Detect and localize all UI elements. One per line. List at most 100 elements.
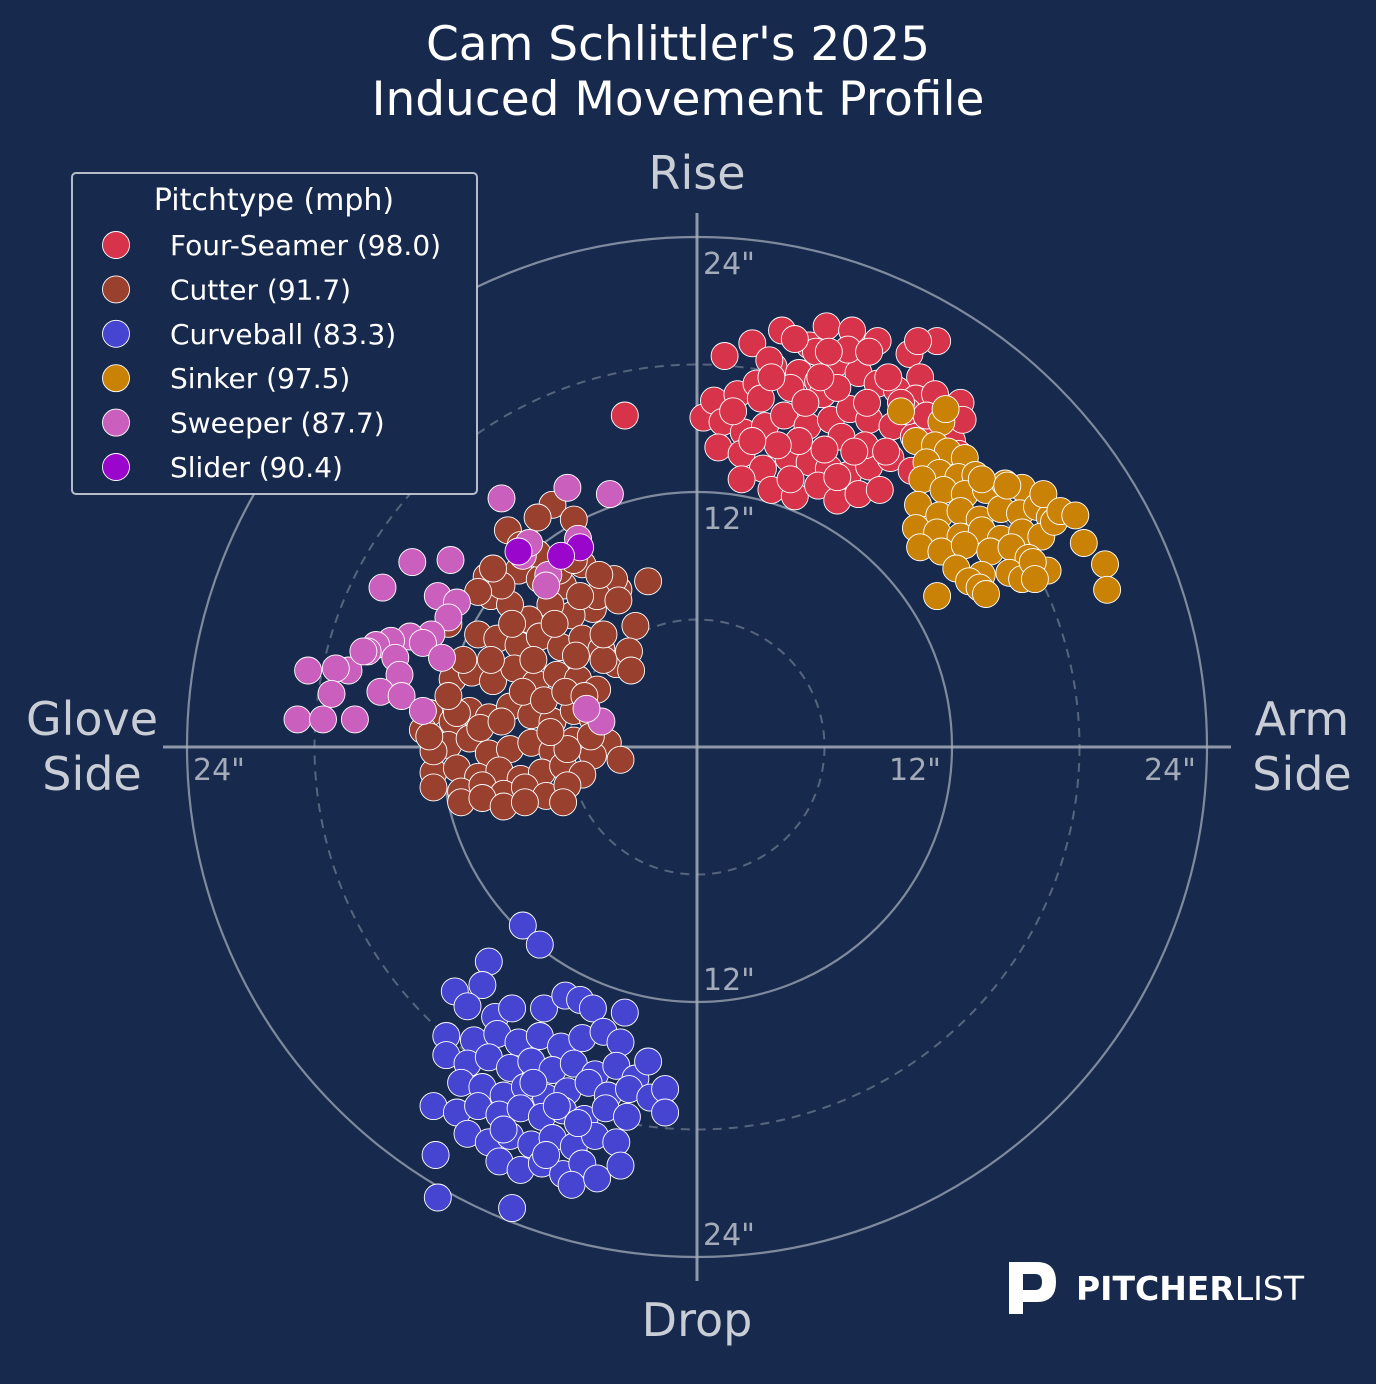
point-four-seamer-4 <box>812 312 841 341</box>
point-four-seamer-88 <box>806 363 835 392</box>
polar-grid <box>163 213 1231 1281</box>
legend-items: Four-Seamer (98.0) Cutter (91.7) Curveball… <box>102 229 441 484</box>
point-cutter-83 <box>476 645 505 674</box>
point-sweeper-28 <box>387 682 416 710</box>
point-four-seamer-60 <box>872 437 901 466</box>
ring-label-left-outer: 24" <box>193 753 245 788</box>
series-slider <box>504 533 595 570</box>
point-sinker-48 <box>1093 575 1122 604</box>
point-four-seamer-79 <box>610 401 639 430</box>
logo-text: PITCHERLIST <box>1076 1269 1305 1308</box>
pitcherlist-logo: PITCHERLIST <box>1009 1262 1305 1314</box>
point-four-seamer-82 <box>757 363 786 392</box>
point-cutter-87 <box>561 641 590 670</box>
ring-label-bottom-inner: 12" <box>703 963 755 998</box>
point-cutter-72 <box>510 788 539 817</box>
point-cutter-104 <box>415 722 444 751</box>
point-cutter-98 <box>634 567 663 596</box>
point-sinker-56 <box>967 465 996 494</box>
point-sweeper-4 <box>436 546 465 574</box>
point-cutter-1 <box>523 503 552 532</box>
point-sinker-34 <box>950 531 979 560</box>
label-drop: Drop <box>642 1293 753 1347</box>
point-sweeper-16 <box>428 643 456 672</box>
point-sinker-49 <box>923 582 952 611</box>
point-curveball-2 <box>474 947 503 976</box>
point-four-seamer-1 <box>738 329 767 358</box>
point-sweeper-25 <box>283 705 312 734</box>
point-cutter-73 <box>549 788 578 817</box>
ring-label-top-outer: 24" <box>703 247 755 282</box>
point-sweeper-6 <box>368 573 397 602</box>
point-four-seamer-86 <box>840 437 869 466</box>
legend-title: Pitchtype (mph) <box>154 183 394 218</box>
point-cutter-100 <box>479 554 507 583</box>
point-slider-0 <box>504 537 533 566</box>
point-curveball-69 <box>423 1183 452 1212</box>
ring-label-right-outer: 24" <box>1144 753 1196 788</box>
point-curveball-68 <box>421 1141 450 1169</box>
series-sinker <box>887 395 1122 611</box>
point-curveball-70 <box>498 1194 527 1223</box>
point-curveball-5 <box>453 992 482 1021</box>
label-arm-side-line1: Arm <box>1255 692 1349 746</box>
label-glove-side-line1: Glove <box>26 692 158 746</box>
point-sinker-0 <box>887 397 915 426</box>
legend-label-sinker: Sinker (97.5) <box>170 362 350 395</box>
point-sinker-47 <box>1091 550 1119 579</box>
point-cutter-106 <box>553 735 582 764</box>
point-curveball-8 <box>530 994 558 1023</box>
point-four-seamer-54 <box>865 475 894 504</box>
point-sweeper-22 <box>317 679 346 708</box>
point-four-seamer-48 <box>727 465 756 494</box>
pitcherlist-p-icon <box>1009 1262 1056 1314</box>
point-four-seamer-83 <box>853 388 881 417</box>
ring-label-top-inner: 12" <box>703 502 755 537</box>
point-four-seamer-0 <box>710 342 739 370</box>
point-sinker-52 <box>972 580 1000 608</box>
point-four-seamer-71 <box>738 427 767 455</box>
point-curveball-72 <box>583 1164 612 1193</box>
point-curveball-73 <box>606 1151 635 1180</box>
point-sweeper-21 <box>321 654 350 683</box>
point-curveball-0 <box>508 911 537 940</box>
chart-title-line2: Induced Movement Profile <box>372 72 985 127</box>
point-four-seamer-85 <box>823 463 852 492</box>
legend-marker-sweeper <box>102 408 130 437</box>
point-cutter-109 <box>589 620 618 649</box>
point-cutter-91 <box>585 560 614 589</box>
point-four-seamer-89 <box>814 337 843 366</box>
point-sweeper-9 <box>434 603 463 632</box>
point-curveball-43 <box>651 1075 680 1104</box>
point-four-seamer-36 <box>704 433 733 462</box>
legend-marker-slider <box>102 453 130 481</box>
point-sweeper-0 <box>487 484 516 513</box>
point-cutter-24 <box>621 611 650 640</box>
chart-title-line1: Cam Schlittler's 2025 <box>426 17 930 72</box>
point-sinker-43 <box>1029 480 1058 509</box>
legend-box <box>71 172 478 495</box>
point-cutter-61 <box>606 745 635 774</box>
point-sinker-57 <box>993 471 1022 500</box>
point-sinker-55 <box>1020 565 1049 594</box>
point-cutter-82 <box>589 645 618 674</box>
point-four-seamer-74 <box>855 337 884 366</box>
point-cutter-85 <box>519 645 548 674</box>
point-curveball-12 <box>610 998 639 1027</box>
ring-label-right-inner: 12" <box>889 753 941 788</box>
legend-label-slider: Slider (90.4) <box>170 451 343 484</box>
point-sweeper-1 <box>553 473 582 502</box>
point-curveball-21 <box>606 1028 635 1057</box>
point-sinker-46 <box>1069 529 1098 557</box>
series-curveball <box>419 911 680 1223</box>
legend-marker-curveball <box>102 319 130 348</box>
legend-label-cutter: Cutter (91.7) <box>170 273 351 306</box>
point-four-seamer-66 <box>763 431 792 460</box>
point-curveball-53 <box>612 1102 641 1131</box>
point-four-seamer-67 <box>791 388 820 417</box>
series-sweeper <box>283 473 624 736</box>
legend-marker-sinker <box>102 364 130 393</box>
point-curveball-76 <box>564 1109 592 1138</box>
point-curveball-75 <box>542 1092 571 1121</box>
